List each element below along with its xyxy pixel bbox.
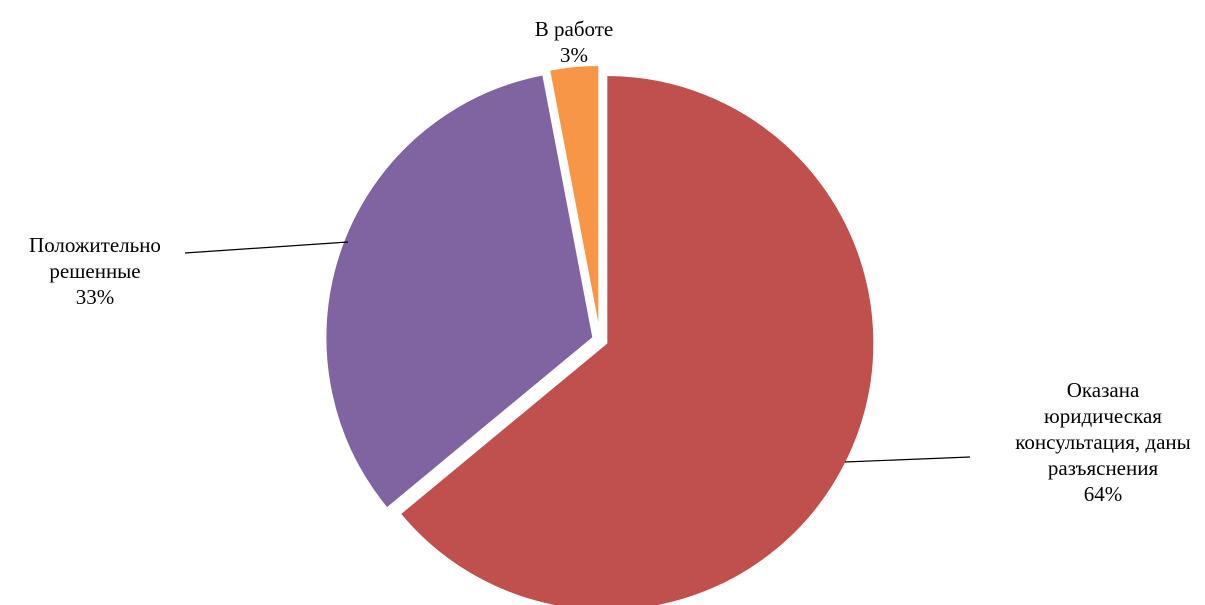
percent-label: 64% — [1084, 482, 1123, 506]
category-label-line: консультация, даны — [1015, 430, 1191, 454]
slice-in-progress — [547, 64, 601, 334]
label-positively-resolved: Положительно решенные 33% — [29, 233, 161, 309]
label-in-progress: В работе 3% — [535, 17, 613, 67]
category-label-line: юридическая — [1044, 404, 1162, 428]
category-label-line: Положительно — [29, 233, 161, 257]
percent-label: 3% — [560, 43, 588, 67]
category-label-line: В работе — [535, 17, 613, 41]
label-positively-resolved-leader-line — [184, 241, 349, 254]
category-label-line: Оказана — [1067, 378, 1140, 402]
percent-label: 33% — [76, 285, 115, 309]
slice-positively-resolved — [324, 73, 595, 510]
category-label-line: разъяснения — [1048, 456, 1159, 480]
category-label-line: решенные — [49, 259, 140, 283]
pie-slices — [324, 64, 876, 605]
slice-consultation — [398, 73, 876, 605]
label-consultation-leader-line — [844, 456, 971, 463]
label-consultation: Оказана юридическая консультация, даны разъ… — [1015, 378, 1191, 506]
leader-lines — [184, 241, 971, 463]
data-labels: Оказана юридическая консультация, даны разъ… — [29, 17, 1191, 506]
